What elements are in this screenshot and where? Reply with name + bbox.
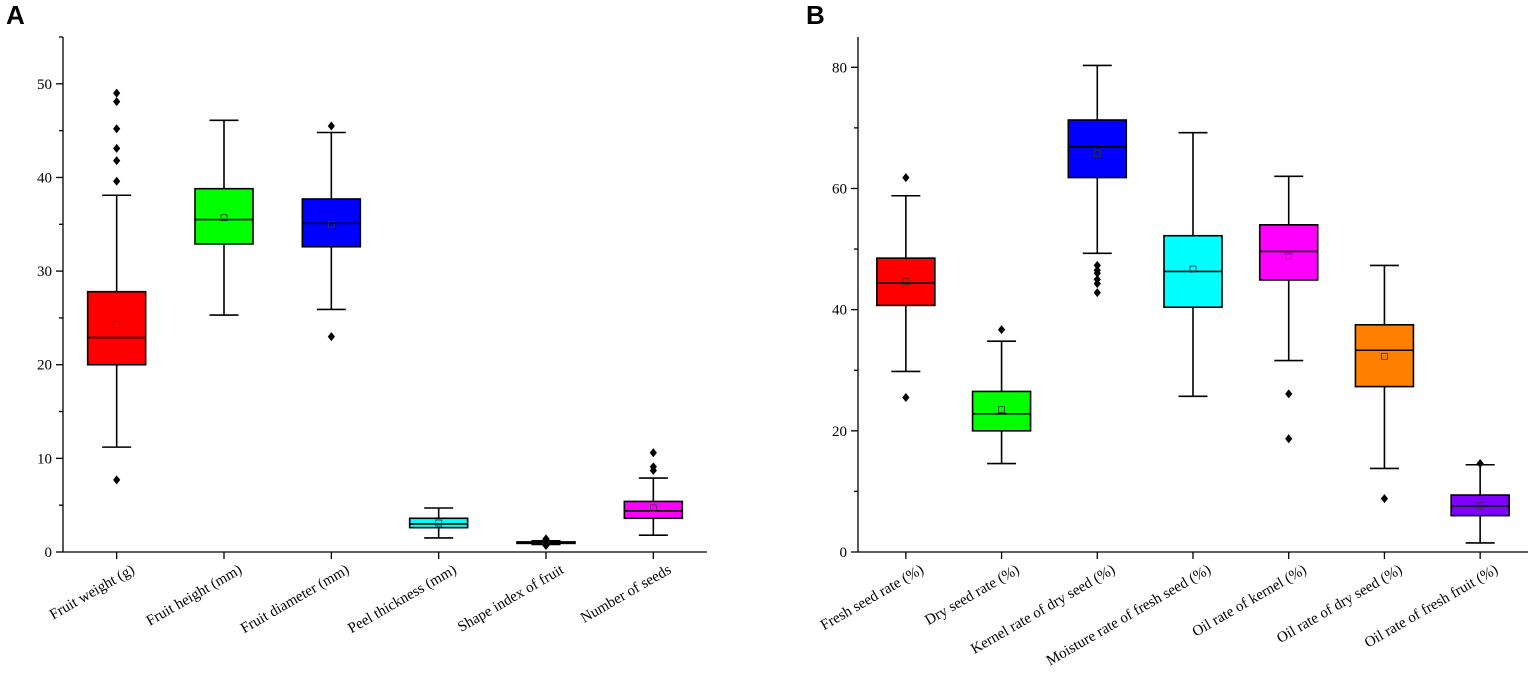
box-plot-2 <box>301 121 362 342</box>
x-category-label: Fruit height (mm) <box>144 562 245 630</box>
outlier-point <box>1093 260 1101 270</box>
mean-marker <box>327 220 335 228</box>
outlier-point <box>649 448 657 458</box>
x-category-label: Shape index of fruit <box>455 562 567 636</box>
iqr-box <box>623 500 684 520</box>
mean-marker <box>1093 149 1101 157</box>
outlier-point <box>1285 434 1293 444</box>
panel-a-label: A <box>6 0 25 30</box>
mean-marker <box>1476 501 1484 509</box>
y-tick-label: 50 <box>37 77 52 93</box>
iqr-box <box>1258 224 1319 281</box>
x-category-label: Moisture rate of fresh seed (%) <box>1044 562 1214 669</box>
iqr-box <box>194 187 254 245</box>
panel-b-label: B <box>806 0 825 30</box>
y-tick-label: 10 <box>37 451 52 467</box>
outlier-point <box>113 88 121 98</box>
box-plot-4 <box>516 534 576 550</box>
y-tick-label: 0 <box>840 545 848 561</box>
outlier-point <box>902 393 910 402</box>
outlier-point <box>542 534 550 544</box>
box-plot-0 <box>86 88 147 485</box>
outlier-point <box>1093 265 1101 275</box>
y-tick-label: 30 <box>37 264 52 280</box>
x-category-label: Fresh seed rate (%) <box>818 562 927 634</box>
x-category-label: Fruit weight (g) <box>47 562 137 623</box>
box-plot-2 <box>1067 64 1128 298</box>
outlier-point <box>1285 389 1293 399</box>
outlier-point <box>542 540 550 550</box>
mean-marker <box>220 214 228 222</box>
box-plot-1 <box>194 119 254 316</box>
panel-a: A 0 10 20 30 40 50 Fruit weight (g) Fruit heigh… <box>6 0 707 637</box>
y-tick-label: 20 <box>832 424 847 440</box>
x-category-label: Number of seeds <box>578 562 674 627</box>
iqr-box <box>408 517 469 529</box>
outlier-point <box>1476 459 1484 469</box>
mean-marker <box>113 321 121 328</box>
box-plot-3 <box>408 507 469 539</box>
box-plot-5 <box>1354 264 1415 504</box>
box-plot-5 <box>623 448 684 536</box>
iqr-box <box>971 390 1032 432</box>
box-plot-4 <box>1258 175 1319 444</box>
outlier-point <box>1380 494 1389 504</box>
outlier-point <box>902 173 910 183</box>
y-tick-label: 40 <box>832 303 847 319</box>
y-tick-label: 60 <box>832 181 847 197</box>
x-category-label: Fruit diameter (mm) <box>238 562 352 637</box>
box-plot-6 <box>1450 459 1510 544</box>
outlier-point <box>1093 274 1101 284</box>
x-category-label: Dry seed rate (%) <box>922 562 1022 629</box>
outlier-point <box>113 124 121 134</box>
iqr-box <box>86 290 147 366</box>
mean-marker <box>1189 265 1197 273</box>
mean-marker <box>649 504 657 512</box>
iqr-box <box>1067 119 1128 179</box>
box-plot-3 <box>1163 131 1223 398</box>
y-tick-label: 0 <box>45 545 53 561</box>
outlier-point <box>113 475 121 485</box>
outlier-point <box>113 156 121 166</box>
panel-b: B 0 20 40 60 80 Fresh seed rate (%)Dry seed r… <box>806 0 1528 669</box>
x-category-label: Peel thickness (mm) <box>345 562 459 637</box>
y-tick-label: 80 <box>832 60 847 76</box>
mean-marker <box>998 406 1005 414</box>
outlier-point <box>997 325 1006 335</box>
outlier-point <box>649 462 657 472</box>
y-tick-label: 20 <box>37 358 52 374</box>
outlier-point <box>113 143 121 153</box>
iqr-box <box>1354 323 1415 388</box>
outlier-point <box>327 332 335 342</box>
outlier-point <box>327 121 335 131</box>
mean-marker <box>1285 252 1293 260</box>
outlier-point <box>113 97 121 107</box>
box-plot-0 <box>876 173 936 402</box>
outlier-point <box>1093 288 1101 298</box>
mean-marker <box>435 519 443 527</box>
mean-marker <box>902 278 910 286</box>
y-tick-label: 40 <box>37 170 52 186</box>
mean-marker <box>1381 352 1388 360</box>
iqr-box <box>876 257 936 307</box>
box-plot-1 <box>971 325 1032 465</box>
outlier-point <box>113 176 121 186</box>
